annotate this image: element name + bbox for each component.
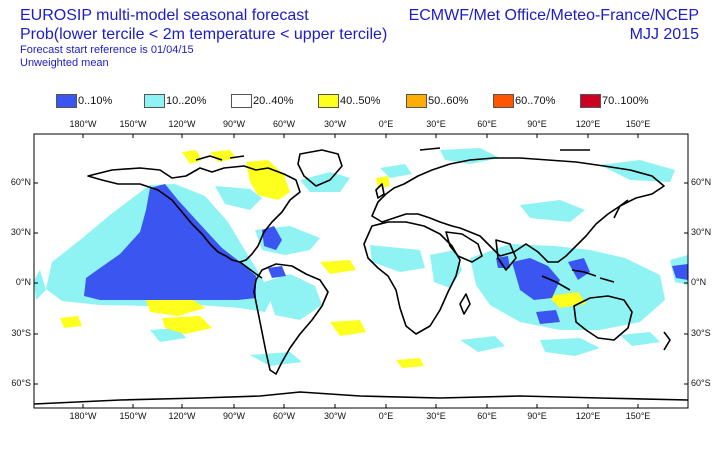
season-label: MJJ 2015 [629, 26, 699, 43]
lon-label-top: 120°W [168, 119, 196, 129]
lon-label-bottom: 150°W [119, 411, 147, 421]
legend-label: 70..100% [602, 95, 649, 107]
forecast-start-reference: Forecast start reference is 01/04/15 [20, 44, 194, 56]
probability-band-0-10 [84, 184, 688, 324]
indonesia-islands [541, 269, 615, 291]
lat-label-left: 60°S [11, 378, 31, 388]
header-right: ECMWF/Met Office/Meteo-France/NCEP MJJ 2… [409, 6, 699, 44]
legend-label: 20..40% [253, 95, 294, 107]
lat-label-right: 60°S [691, 378, 711, 388]
lat-label-left: 0°N [15, 277, 31, 287]
lon-label-bottom: 60°E [477, 411, 497, 421]
south-america-coast [253, 263, 329, 375]
lon-label-bottom: 0°E [378, 411, 394, 421]
legend-label: 10..20% [166, 95, 207, 107]
legend-label: 40..50% [340, 95, 381, 107]
weighting-note: Unweighted mean [20, 57, 109, 69]
lon-label-top: 30°W [323, 119, 347, 129]
lon-label-top: 0°E [378, 119, 394, 129]
legend-label: 60..70% [515, 95, 556, 107]
lat-label-left: 30°S [11, 328, 31, 338]
lon-label-top: 150°W [119, 119, 147, 129]
lon-label-bottom: 90°E [527, 411, 547, 421]
antarctica-coast [34, 391, 688, 405]
arabia-coast [445, 231, 483, 263]
lon-label-top: 60°E [477, 119, 497, 129]
madagascar-coast [459, 293, 471, 315]
map-title: EUROSIP multi-model seasonal forecast [20, 7, 309, 24]
legend-swatch [318, 94, 339, 108]
new-zealand-coast [663, 331, 671, 351]
header-left: EUROSIP multi-model seasonal forecast Pr… [20, 6, 387, 70]
lon-label-bottom: 60°W [272, 411, 296, 421]
lon-label-bottom: 90°W [222, 411, 246, 421]
probability-band-40-50 [60, 150, 586, 368]
lon-label-top: 90°E [527, 119, 547, 129]
europe-asia-coast [371, 157, 665, 263]
tick-marks [34, 134, 688, 408]
lon-label-bottom: 180°W [69, 411, 97, 421]
legend-label: 0..10% [78, 95, 113, 107]
legend-swatch [144, 94, 165, 108]
map-frame [33, 133, 689, 409]
india-coast [495, 239, 517, 271]
lon-label-bottom: 120°W [168, 411, 196, 421]
legend-swatch [580, 94, 601, 108]
centres-label: ECMWF/Met Office/Meteo-France/NCEP [408, 7, 699, 24]
map-layers [34, 134, 688, 408]
lon-label-top: 120°E [575, 119, 601, 129]
legend-label: 50..60% [428, 95, 469, 107]
lat-label-right: 30°N [691, 227, 712, 237]
lat-label-right: 30°S [691, 328, 711, 338]
arctic-islands [195, 147, 590, 161]
legend-swatch [493, 94, 514, 108]
north-america-coast [87, 165, 301, 263]
lon-label-top: 90°W [222, 119, 246, 129]
legend-swatch [406, 94, 427, 108]
legend-swatch [56, 94, 77, 108]
lat-label-right: 0°N [691, 277, 707, 287]
lat-label-right: 60°N [691, 177, 712, 187]
lat-label-left: 60°N [10, 177, 31, 187]
lon-label-top: 180°W [69, 119, 97, 129]
lon-label-top: 30°E [426, 119, 446, 129]
lon-label-bottom: 30°E [426, 411, 446, 421]
lon-label-top: 150°E [625, 119, 651, 129]
lat-label-left: 30°N [10, 227, 31, 237]
greenland-coast [297, 149, 343, 187]
japan-coast [613, 199, 629, 219]
australia-coast [573, 295, 633, 341]
africa-coast [363, 221, 461, 335]
lon-label-bottom: 150°E [625, 411, 651, 421]
legend-swatch [231, 94, 252, 108]
map-subtitle: Prob(lower tercile < 2m temperature < up… [20, 26, 388, 43]
lon-label-bottom: 120°E [575, 411, 601, 421]
coastlines [34, 147, 688, 405]
british-isles-coast [375, 183, 385, 199]
lon-label-bottom: 30°W [323, 411, 347, 421]
lon-label-top: 60°W [272, 119, 296, 129]
